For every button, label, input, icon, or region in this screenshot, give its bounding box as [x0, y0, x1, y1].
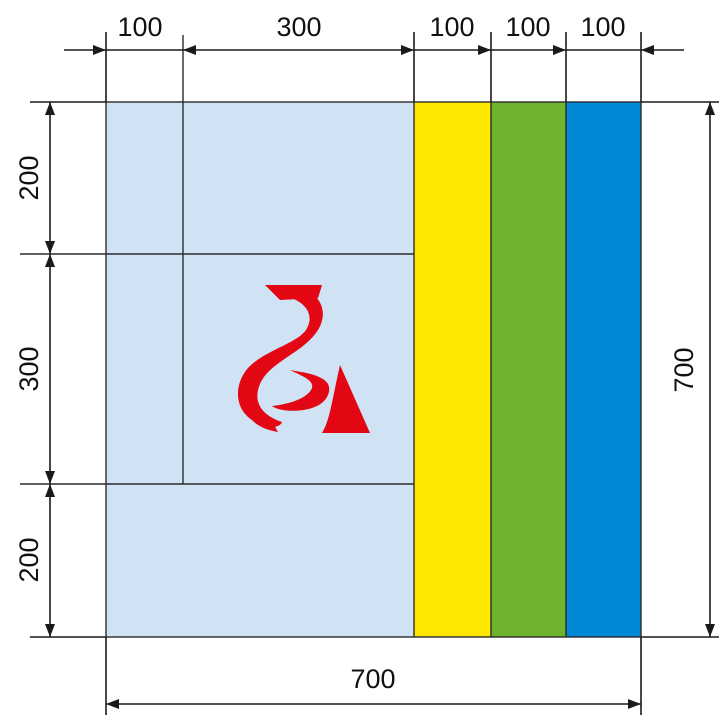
top-dim-label-3: 100 [429, 12, 474, 42]
top-extension-lines [105, 32, 642, 102]
top-dimension-line [64, 45, 684, 55]
left-dimension-line [45, 102, 55, 637]
top-dim-label-2: 300 [276, 12, 321, 42]
left-dim-label-1: 200 [14, 155, 44, 200]
bottom-dimension-line [106, 699, 641, 709]
blue-band [566, 102, 641, 637]
left-dim-label-3: 200 [14, 537, 44, 582]
bottom-dim-label: 700 [350, 664, 395, 694]
right-dimension-line [705, 102, 715, 637]
side-extension-lines [30, 101, 719, 715]
top-dim-label-4: 100 [505, 12, 550, 42]
panel-outline [105, 101, 642, 638]
yellow-band [414, 102, 491, 637]
left-dim-label-2: 300 [14, 346, 44, 391]
inner-grid [20, 35, 414, 485]
green-band [491, 102, 566, 637]
top-dim-label-1: 100 [117, 12, 162, 42]
top-dim-label-5: 100 [580, 12, 625, 42]
red-hook-logo-icon [237, 285, 370, 433]
right-dim-label: 700 [669, 347, 699, 392]
